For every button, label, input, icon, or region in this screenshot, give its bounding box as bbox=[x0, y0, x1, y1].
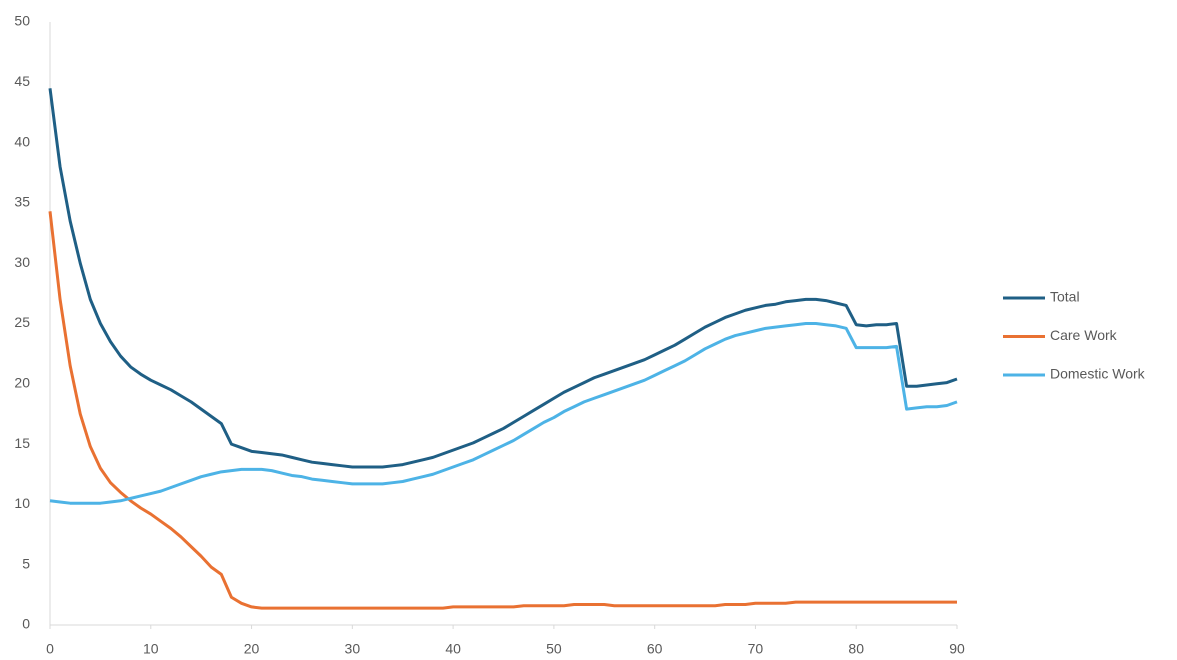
y-tick-label: 40 bbox=[14, 133, 30, 149]
series-line bbox=[49, 322, 958, 505]
x-tick-label: 70 bbox=[748, 641, 764, 657]
x-tick-label: 0 bbox=[46, 641, 54, 657]
y-tick-label: 25 bbox=[14, 314, 30, 330]
x-tick-label: 60 bbox=[647, 641, 663, 657]
x-tick-label: 50 bbox=[546, 641, 562, 657]
y-tick-label: 35 bbox=[14, 194, 30, 210]
y-tick-label: 30 bbox=[14, 254, 30, 270]
x-tick-label: 80 bbox=[848, 641, 864, 657]
x-tick-label: 10 bbox=[143, 641, 159, 657]
y-tick-label: 20 bbox=[14, 375, 30, 391]
y-tick-label: 50 bbox=[14, 13, 30, 29]
y-tick-label: 0 bbox=[22, 616, 30, 632]
series-line bbox=[48, 211, 957, 610]
x-tick-label: 30 bbox=[345, 641, 361, 657]
series-line bbox=[48, 88, 958, 469]
legend-label: Total bbox=[1050, 289, 1080, 305]
x-tick-label: 20 bbox=[244, 641, 260, 657]
legend-label: Domestic Work bbox=[1050, 366, 1146, 382]
y-tick-label: 45 bbox=[14, 73, 30, 89]
legend-label: Care Work bbox=[1050, 327, 1118, 343]
x-tick-label: 40 bbox=[445, 641, 461, 657]
y-tick-label: 15 bbox=[14, 435, 30, 451]
y-tick-label: 5 bbox=[22, 555, 30, 571]
y-tick-label: 10 bbox=[14, 495, 30, 511]
x-tick-label: 90 bbox=[949, 641, 965, 657]
